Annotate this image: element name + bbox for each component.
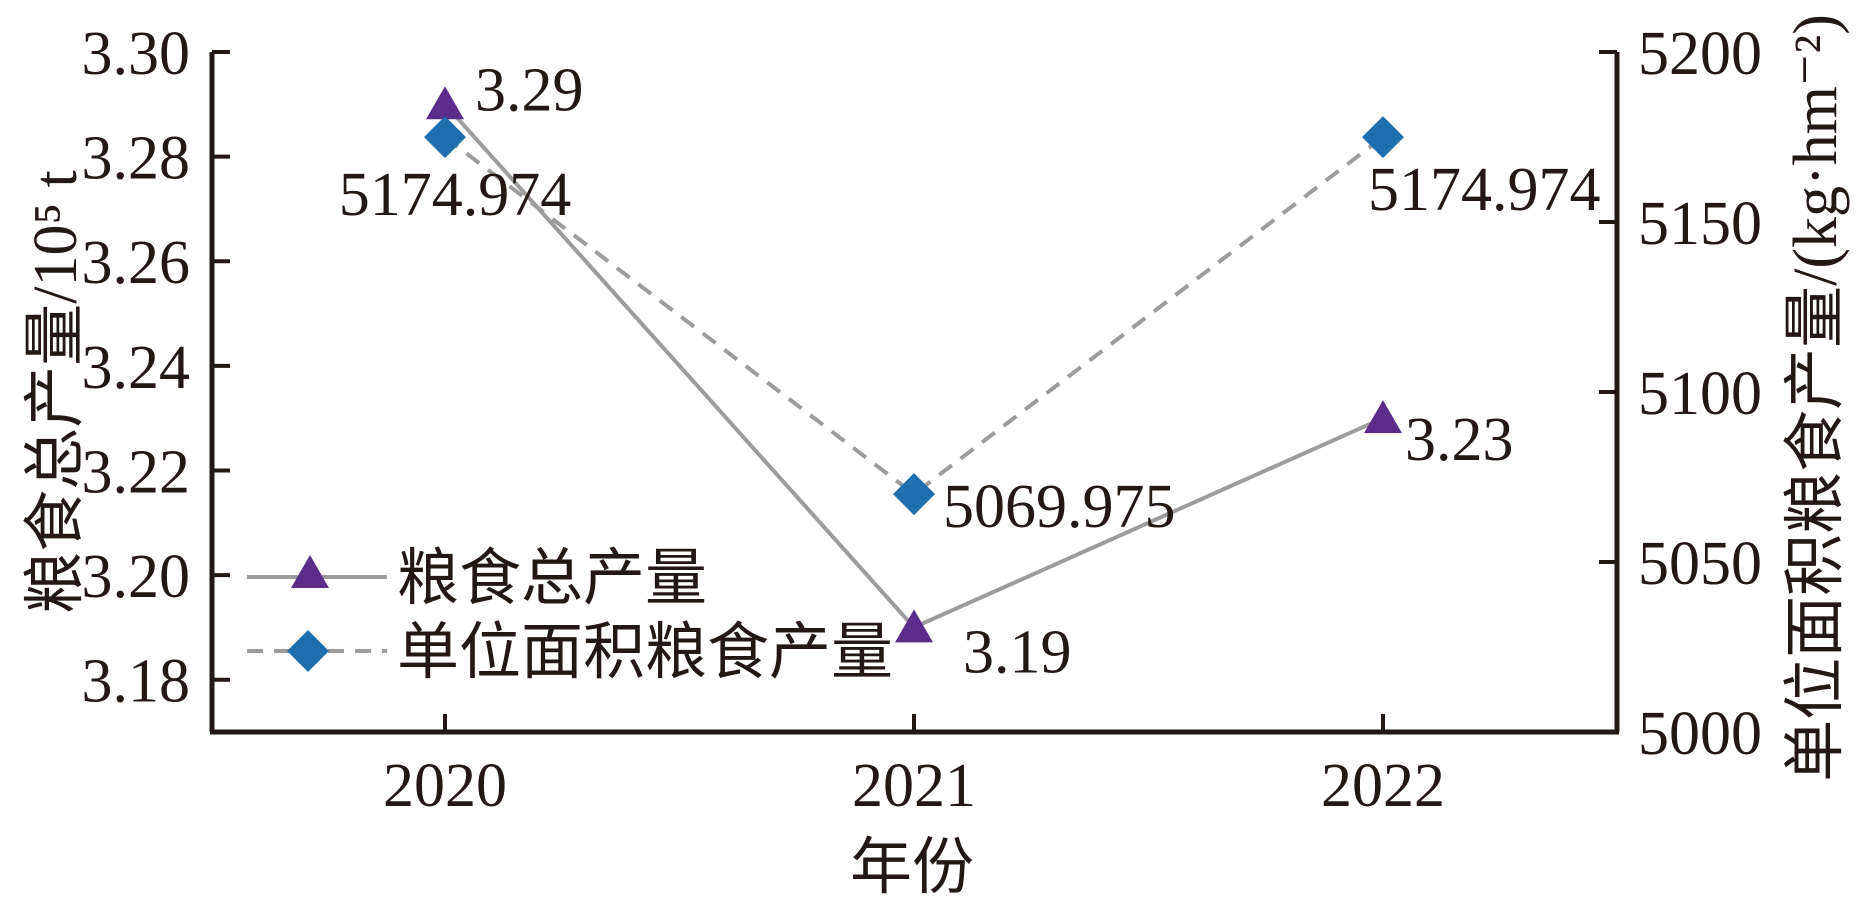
left-axis-tick-label: 3.20 <box>82 543 191 611</box>
diamond-marker <box>893 473 935 516</box>
data-point-label: 3.19 <box>963 618 1072 686</box>
right-axis-tick-label: 5100 <box>1638 360 1762 428</box>
right-axis-tick-label: 5200 <box>1638 20 1762 88</box>
x-axis-tick-label: 2021 <box>852 752 976 820</box>
right-axis-title: 单位面积粮食产量/(kg·hm⁻²) <box>1782 14 1850 782</box>
legend-diamond-marker <box>287 630 329 672</box>
legend-triangle-marker <box>291 555 329 588</box>
left-axis-tick-label: 3.18 <box>82 648 191 716</box>
triangle-marker <box>895 609 933 643</box>
left-axis-tick-label: 3.26 <box>82 229 191 297</box>
right-axis-tick-label: 5150 <box>1638 190 1762 258</box>
data-point-label: 3.23 <box>1405 406 1514 474</box>
series-line <box>443 135 1385 497</box>
data-point-label: 5174.974 <box>339 161 572 229</box>
x-axis-title: 年份 <box>850 834 974 901</box>
left-axis-tick-label: 3.22 <box>82 438 191 506</box>
left-axis-tick-label: 3.28 <box>82 125 191 193</box>
x-axis-tick-label: 2020 <box>383 752 507 820</box>
legend-markers <box>247 555 387 672</box>
diamond-marker <box>1362 116 1404 159</box>
tick-labels: 3.18 3.20 3.22 3.24 3.26 3.28 3.30 5000 5050 5100… <box>82 20 1763 820</box>
legend: 粮食总产量 单位面积粮食产量 <box>397 545 893 687</box>
triangle-marker <box>426 86 464 120</box>
series-yield-per-area: 5174.974 5069.975 5174.974 <box>339 116 1601 541</box>
x-axis-tick-label: 2022 <box>1321 752 1445 820</box>
triangle-marker <box>1364 400 1402 434</box>
ticks <box>212 50 1617 734</box>
diamond-marker <box>424 116 466 159</box>
chart-render-root: 3.18 3.20 3.22 3.24 3.26 3.28 3.30 5000 5050 5100… <box>82 20 1763 820</box>
data-point-label: 5174.974 <box>1368 156 1601 224</box>
data-point-label: 3.29 <box>475 56 584 124</box>
legend-label-yield-per-area: 单位面积粮食产量 <box>397 619 893 687</box>
legend-label-grain-total: 粮食总产量 <box>397 545 707 613</box>
series-grain-total: 3.29 3.19 3.23 <box>426 56 1514 686</box>
right-axis-tick-label: 5050 <box>1638 530 1762 598</box>
left-axis-title: 粮食总产量/10⁵ t <box>22 170 90 614</box>
left-axis-tick-label: 3.24 <box>82 334 191 402</box>
right-axis-tick-label: 5000 <box>1638 700 1762 768</box>
data-point-label: 5069.975 <box>943 473 1176 541</box>
left-axis-tick-label: 3.30 <box>82 20 191 88</box>
